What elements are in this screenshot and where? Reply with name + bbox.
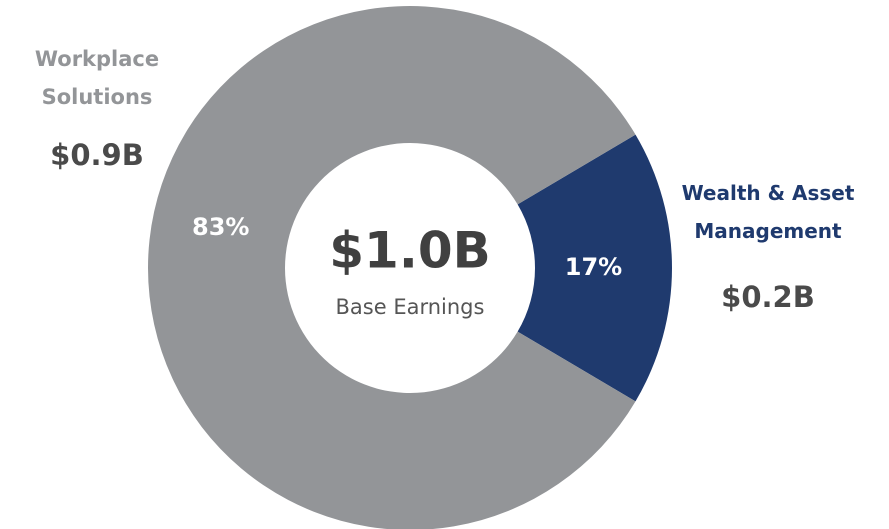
slice xyxy=(147,6,636,529)
value-label: 17% xyxy=(565,253,622,281)
value-label: 83% xyxy=(192,213,249,241)
slice xyxy=(517,134,672,402)
category-label: Workplace Solutions xyxy=(34,47,160,109)
amount-label: $0.2B xyxy=(721,280,815,314)
center-value: $1.0B xyxy=(329,222,490,280)
amount-label: $0.9B xyxy=(50,138,144,172)
center-label: Base Earnings xyxy=(336,295,485,319)
category-label: Wealth & Asset Management xyxy=(681,181,855,243)
